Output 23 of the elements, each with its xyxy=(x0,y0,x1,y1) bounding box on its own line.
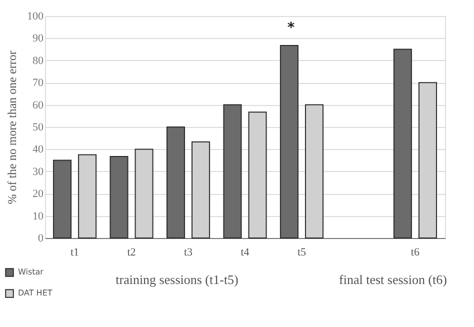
y-tick-label: 0 xyxy=(38,232,44,244)
x-tick-label: t2 xyxy=(127,246,136,258)
x-tick-label: t5 xyxy=(297,246,307,258)
y-tick-label: 50 xyxy=(32,122,44,134)
x-tick-label: t3 xyxy=(184,246,194,258)
y-tick-label: 30 xyxy=(32,166,44,178)
legend-label: DAT HET xyxy=(18,288,52,298)
y-axis-title: % of the no more than one error xyxy=(5,50,19,204)
x-tick-label: t4 xyxy=(240,246,250,258)
text: final test session (t6) xyxy=(339,272,447,287)
y-tick-label: 10 xyxy=(32,210,44,222)
y-tick-label: 70 xyxy=(32,77,44,90)
text: training sessions (t1-t5) xyxy=(116,272,238,287)
y-tick-label: 90 xyxy=(32,32,44,45)
y-tick-label: 60 xyxy=(32,99,44,112)
y-tick-label: 20 xyxy=(32,188,44,200)
x-tick-label: t1 xyxy=(70,246,80,258)
x-tick-label: t6 xyxy=(410,246,420,258)
legend-label: Wistar xyxy=(18,268,44,276)
y-tick-label: 100 xyxy=(27,10,44,22)
annotation: * xyxy=(287,20,296,36)
y-tick-label: 80 xyxy=(32,54,44,67)
y-tick-label: 40 xyxy=(32,144,44,156)
